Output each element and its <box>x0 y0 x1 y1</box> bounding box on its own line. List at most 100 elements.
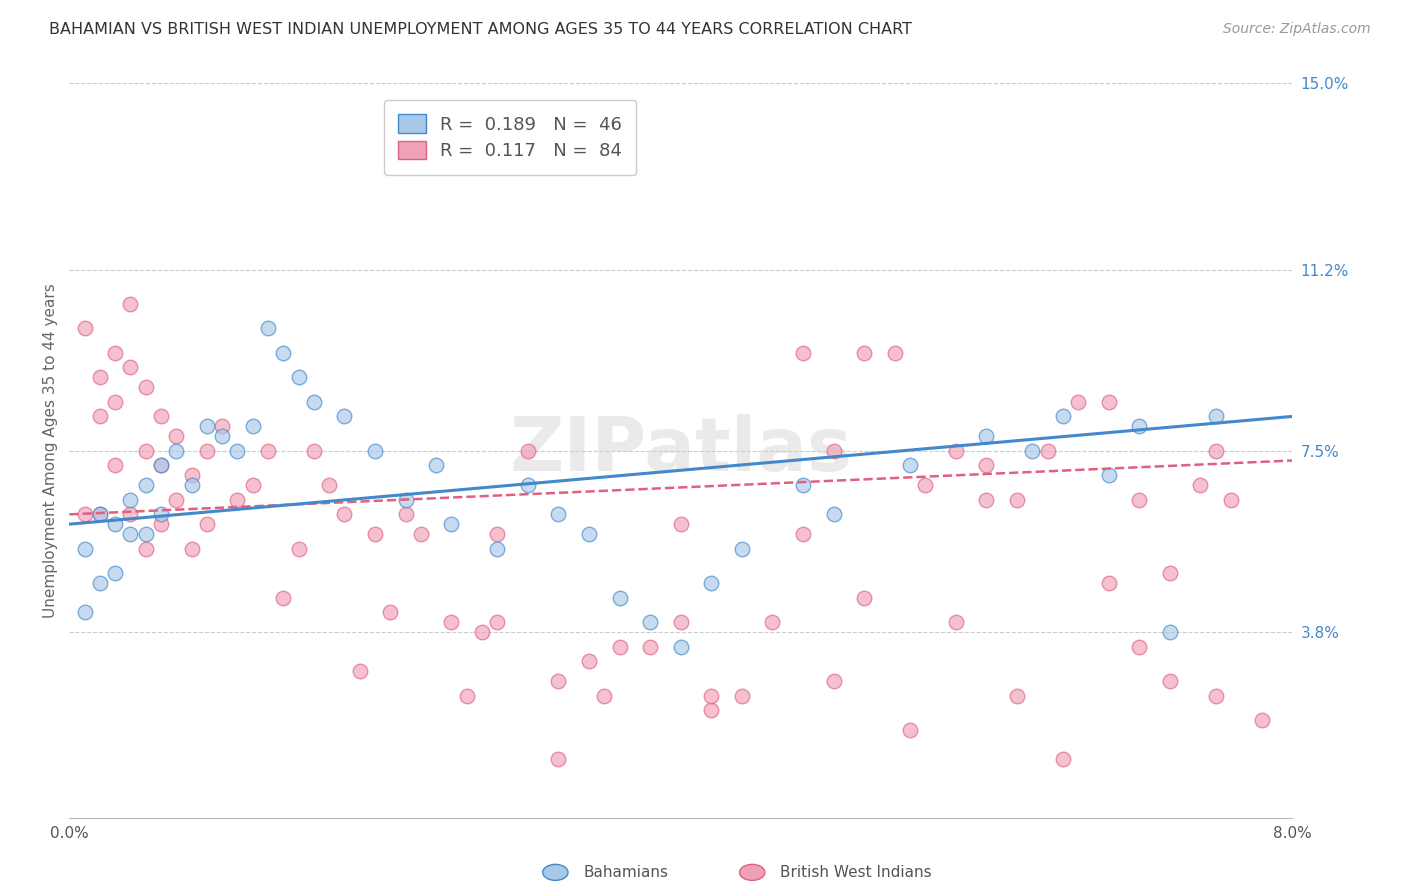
Point <box>242 419 264 434</box>
Point <box>73 508 96 522</box>
Point <box>898 458 921 473</box>
Point <box>1220 492 1243 507</box>
Point <box>135 527 157 541</box>
Point <box>149 458 172 473</box>
Point <box>1098 468 1121 483</box>
Point <box>440 615 463 629</box>
Point <box>731 541 754 556</box>
Point <box>349 664 371 678</box>
Point <box>425 458 447 473</box>
Point <box>1128 419 1150 434</box>
Point <box>1098 576 1121 591</box>
Point <box>135 541 157 556</box>
Point <box>211 429 233 443</box>
Point <box>578 527 600 541</box>
Point <box>149 458 172 473</box>
Point <box>976 492 998 507</box>
Point <box>700 576 723 591</box>
Point <box>1052 409 1074 424</box>
Point <box>898 723 921 737</box>
Point <box>547 508 569 522</box>
Point <box>823 508 845 522</box>
Point <box>257 443 280 458</box>
Point <box>364 527 387 541</box>
Point <box>609 640 631 654</box>
Point <box>945 615 967 629</box>
Point <box>669 517 692 532</box>
Point <box>914 478 936 492</box>
Point <box>486 541 509 556</box>
Point <box>1052 752 1074 766</box>
Point <box>1159 566 1181 581</box>
Point <box>120 360 142 375</box>
Point <box>1205 409 1227 424</box>
Point <box>104 394 127 409</box>
Point <box>120 527 142 541</box>
Point <box>638 615 661 629</box>
Point <box>1005 689 1028 703</box>
Point <box>669 640 692 654</box>
Legend: R =  0.189   N =  46, R =  0.117   N =  84: R = 0.189 N = 46, R = 0.117 N = 84 <box>384 100 637 175</box>
Point <box>149 409 172 424</box>
Point <box>135 380 157 394</box>
Point <box>180 541 202 556</box>
Point <box>440 517 463 532</box>
Point <box>333 409 356 424</box>
Point <box>73 541 96 556</box>
Point <box>853 591 876 605</box>
Point <box>271 345 294 359</box>
Point <box>226 492 249 507</box>
Point <box>257 321 280 335</box>
Point <box>89 409 111 424</box>
Point <box>211 419 233 434</box>
Text: ZIPatlas: ZIPatlas <box>509 414 852 487</box>
Point <box>287 541 309 556</box>
Point <box>945 443 967 458</box>
Point <box>853 345 876 359</box>
Point <box>1159 624 1181 639</box>
Point <box>700 689 723 703</box>
Point <box>165 492 187 507</box>
Point <box>669 615 692 629</box>
Point <box>609 591 631 605</box>
Point <box>195 419 218 434</box>
Point <box>792 345 814 359</box>
Point <box>638 640 661 654</box>
Point <box>195 443 218 458</box>
Point <box>104 345 127 359</box>
Point <box>380 605 402 619</box>
Point <box>486 615 509 629</box>
Point <box>976 429 998 443</box>
Point <box>1205 689 1227 703</box>
Point <box>823 443 845 458</box>
Text: Source: ZipAtlas.com: Source: ZipAtlas.com <box>1223 22 1371 37</box>
Point <box>287 370 309 384</box>
Point <box>1067 394 1090 409</box>
Point <box>456 689 478 703</box>
Point <box>135 478 157 492</box>
Point <box>1128 640 1150 654</box>
Point <box>1036 443 1059 458</box>
Point <box>120 508 142 522</box>
Point <box>135 443 157 458</box>
Point <box>593 689 616 703</box>
Point <box>364 443 387 458</box>
Point <box>394 492 416 507</box>
Text: Bahamians: Bahamians <box>583 865 668 880</box>
Point <box>731 689 754 703</box>
Point <box>409 527 432 541</box>
Point <box>333 508 356 522</box>
Point <box>165 429 187 443</box>
Point <box>792 527 814 541</box>
Y-axis label: Unemployment Among Ages 35 to 44 years: Unemployment Among Ages 35 to 44 years <box>44 284 58 618</box>
Point <box>180 468 202 483</box>
Text: BAHAMIAN VS BRITISH WEST INDIAN UNEMPLOYMENT AMONG AGES 35 TO 44 YEARS CORRELATI: BAHAMIAN VS BRITISH WEST INDIAN UNEMPLOY… <box>49 22 912 37</box>
Point <box>120 297 142 311</box>
Point <box>516 478 538 492</box>
Point <box>1189 478 1212 492</box>
Text: British West Indians: British West Indians <box>780 865 932 880</box>
Point <box>1021 443 1043 458</box>
Point <box>73 321 96 335</box>
Point <box>120 492 142 507</box>
Point <box>1205 443 1227 458</box>
